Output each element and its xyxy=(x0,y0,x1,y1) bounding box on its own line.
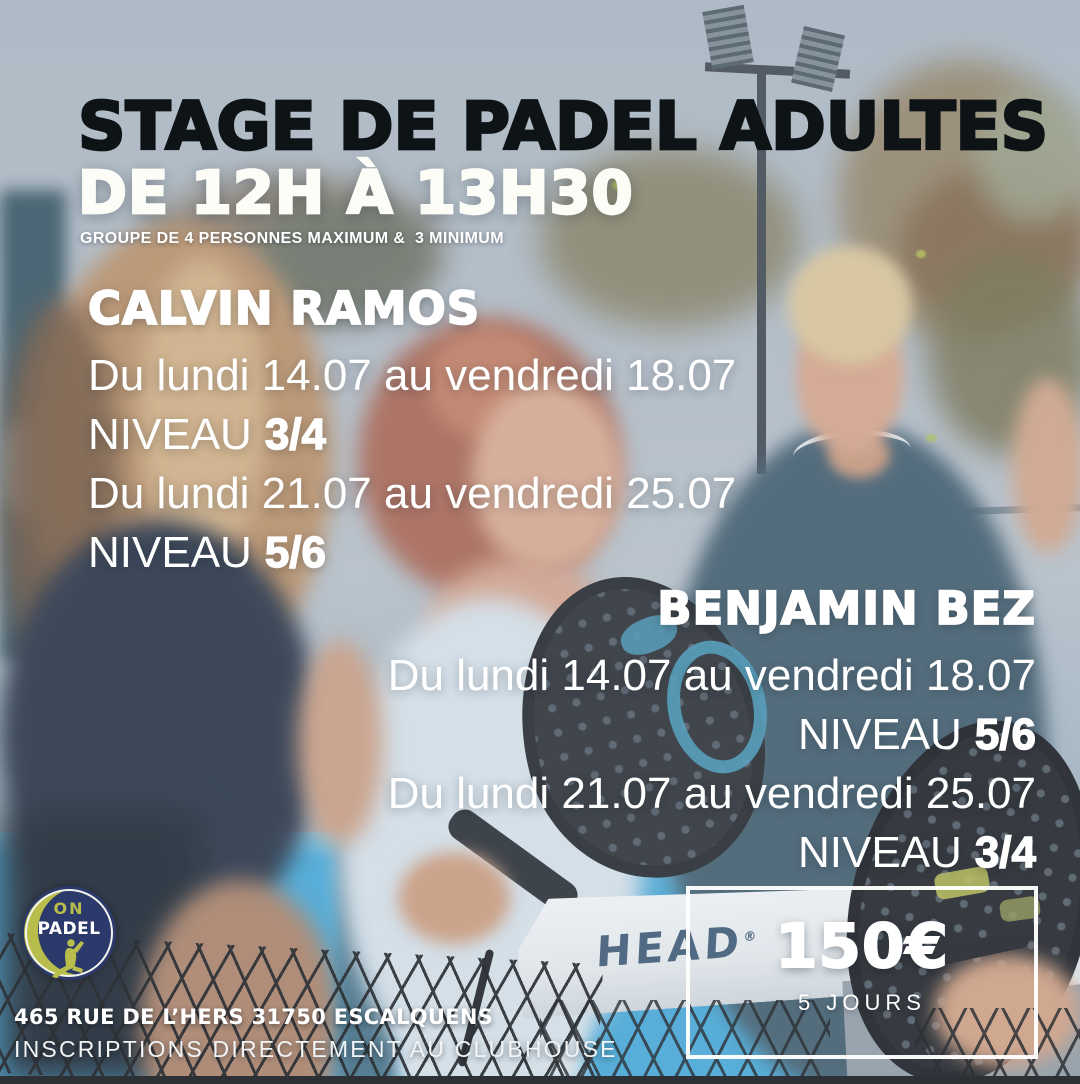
session-level: NIVEAU 3/4 xyxy=(388,823,1037,882)
photo-tree-blob xyxy=(540,148,800,328)
session-dates: Du lundi 14.07 au vendredi 18.07 xyxy=(387,651,1036,700)
coach-name: CALVIN RAMOS xyxy=(87,281,481,336)
group-size-note: GROUPE DE 4 PERSONNES MAXIMUM & 3 MINIMU… xyxy=(80,230,504,247)
photo-tree-blob xyxy=(975,88,1080,223)
session-level: NIVEAU 3/4 xyxy=(88,405,736,464)
session-level: NIVEAU 5/6 xyxy=(388,705,1037,764)
session-dates: Du lundi 14.07 au vendredi 18.07 xyxy=(88,351,737,400)
address-text: 465 RUE DE L’HERS 31750 ESCALQUENS xyxy=(14,1005,494,1029)
coach-name: BENJAMIN BEZ xyxy=(656,581,1036,636)
level-value: 5/6 xyxy=(974,709,1037,759)
coach-section-calvin-ramos: CALVIN RAMOS Du lundi 14.07 au vendredi … xyxy=(87,281,737,582)
player-center-arm xyxy=(298,640,383,845)
logo-ring xyxy=(25,889,113,977)
player-right-hair xyxy=(788,246,912,364)
logo-text-on: ON xyxy=(53,899,85,918)
session-level: NIVEAU 5/6 xyxy=(88,523,736,582)
price-box: 150€ 5 JOURS xyxy=(686,886,1038,1059)
lime-speckle xyxy=(926,434,937,442)
onpadel-logo: ON PADEL xyxy=(22,886,116,980)
poster-title: STAGE DE PADEL ADULTES xyxy=(77,87,1050,167)
session-dates: Du lundi 21.07 au vendredi 25.07 xyxy=(387,769,1036,818)
hand-on-racket xyxy=(398,852,510,944)
price-amount: 150€ xyxy=(774,911,949,982)
inscriptions-text: INSCRIPTIONS DIRECTEMENT AU CLUBHOUSE xyxy=(14,1036,618,1062)
photo-net-mesh xyxy=(540,1000,830,1084)
photo-bottom-strip xyxy=(0,1076,1080,1084)
player-right-arm xyxy=(1012,378,1080,553)
poster-time: DE 12H À 13H30 xyxy=(77,157,634,229)
jumping-player-icon xyxy=(52,939,84,978)
logo-text-padel: PADEL xyxy=(37,919,101,939)
lime-speckle xyxy=(916,250,926,258)
session-dates: Du lundi 21.07 au vendredi 25.07 xyxy=(88,469,737,518)
price-duration: 5 JOURS xyxy=(798,990,926,1015)
photo-net-mesh xyxy=(915,1008,1080,1084)
coach-section-benjamin-bez: BENJAMIN BEZ Du lundi 14.07 au vendredi … xyxy=(387,581,1037,882)
level-value: 5/6 xyxy=(264,527,327,577)
level-value: 3/4 xyxy=(264,409,327,459)
level-label: NIVEAU xyxy=(88,528,252,577)
player-center-face xyxy=(472,382,622,572)
lime-speckle xyxy=(612,180,626,190)
level-label: NIVEAU xyxy=(88,410,252,459)
player-left-hair-highlight xyxy=(140,258,265,563)
level-value: 3/4 xyxy=(974,827,1037,877)
floodlight-pole xyxy=(757,74,766,474)
level-label: NIVEAU xyxy=(798,828,962,877)
level-label: NIVEAU xyxy=(798,710,962,759)
